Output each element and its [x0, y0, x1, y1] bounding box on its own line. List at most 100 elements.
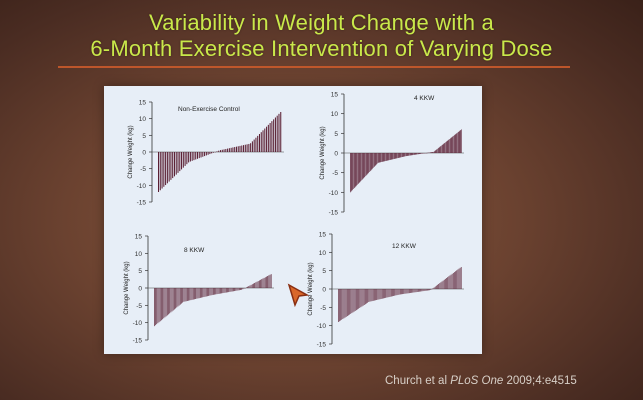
- bar: [365, 289, 366, 305]
- bar: [377, 289, 379, 300]
- bar: [420, 289, 421, 292]
- bar: [456, 133, 457, 153]
- bar: [274, 117, 276, 152]
- bar: [403, 289, 405, 294]
- bar: [421, 153, 422, 154]
- y-tick-label: 10: [331, 111, 339, 118]
- bar: [442, 280, 444, 289]
- bar: [440, 146, 441, 153]
- bar: [360, 289, 362, 308]
- bar: [244, 144, 246, 152]
- bar: [182, 152, 184, 168]
- bar: [428, 289, 429, 291]
- bar: [161, 288, 162, 321]
- bar: [414, 153, 415, 155]
- bar: [280, 112, 282, 152]
- bar: [182, 288, 184, 303]
- bar: [255, 282, 257, 288]
- bar: [175, 152, 177, 175]
- bar: [254, 282, 255, 288]
- bar: [369, 153, 370, 172]
- bar: [172, 152, 174, 179]
- bar: [158, 152, 160, 192]
- bar: [369, 289, 371, 302]
- bar: [436, 149, 437, 153]
- bar: [417, 153, 418, 155]
- bar: [221, 149, 223, 152]
- bar: [386, 289, 388, 298]
- bar: [433, 287, 435, 289]
- chart-1: 15 10 5 0 -5 -10 -15 4 KKW Change Weight (kg): [320, 92, 464, 217]
- bar: [352, 289, 354, 313]
- bar: [184, 152, 186, 166]
- bar: [398, 289, 400, 295]
- bar: [454, 272, 455, 289]
- bar: [397, 153, 398, 159]
- bar: [365, 153, 366, 177]
- bar: [358, 289, 359, 309]
- bar: [236, 288, 238, 291]
- bar: [407, 153, 409, 156]
- bar: [179, 152, 181, 172]
- bar: [361, 289, 363, 307]
- bar: [444, 142, 445, 153]
- bar: [387, 289, 389, 298]
- bar: [400, 289, 401, 295]
- bar: [454, 135, 455, 153]
- chart-2: 15 10 5 0 -5 -10 -15 8 KKW Change Weight (kg): [124, 234, 274, 345]
- bar: [438, 147, 440, 153]
- slide-title-line-1: Variability in Weight Change with a: [149, 10, 494, 35]
- y-tick-label: 10: [135, 251, 143, 258]
- bar: [452, 272, 454, 289]
- bar: [257, 281, 259, 288]
- bar: [445, 142, 446, 153]
- bar: [204, 152, 206, 157]
- bar: [375, 153, 377, 166]
- bar: [416, 289, 418, 292]
- bar: [241, 145, 243, 152]
- bar: [399, 153, 401, 158]
- bar: [451, 137, 453, 153]
- bar: [225, 288, 227, 293]
- bar: [411, 153, 413, 156]
- bar: [367, 153, 369, 174]
- bar: [233, 288, 234, 292]
- bar: [230, 288, 232, 292]
- bar: [216, 288, 218, 295]
- y-tick-label: -10: [137, 183, 147, 190]
- bar: [459, 267, 461, 289]
- bar: [379, 153, 381, 163]
- bar: [394, 153, 395, 159]
- bar: [436, 285, 437, 289]
- bar: [457, 269, 459, 289]
- bar: [248, 143, 250, 152]
- bar: [358, 153, 360, 183]
- bar: [397, 289, 399, 295]
- bar: [177, 288, 179, 307]
- bar: [229, 288, 231, 292]
- bar: [409, 289, 410, 294]
- bar: [362, 289, 364, 306]
- bar: [449, 139, 450, 153]
- bar: [188, 288, 189, 301]
- bar: [350, 153, 352, 192]
- bar: [446, 141, 448, 153]
- bar: [169, 288, 171, 314]
- bar: [401, 289, 402, 295]
- y-axis-label: Change Weight (kg): [308, 262, 314, 315]
- bar: [403, 153, 405, 157]
- bar: [197, 288, 199, 299]
- bar: [451, 273, 453, 289]
- bar: [223, 288, 225, 293]
- bar: [165, 288, 167, 317]
- bar: [379, 289, 381, 300]
- citation-journal: PLoS One: [450, 375, 504, 387]
- bar: [362, 153, 364, 179]
- bar: [427, 289, 428, 291]
- bar: [240, 288, 241, 290]
- bar: [223, 149, 225, 152]
- bar: [415, 289, 417, 293]
- bar: [422, 153, 423, 154]
- bar: [386, 153, 387, 161]
- bar: [413, 289, 415, 293]
